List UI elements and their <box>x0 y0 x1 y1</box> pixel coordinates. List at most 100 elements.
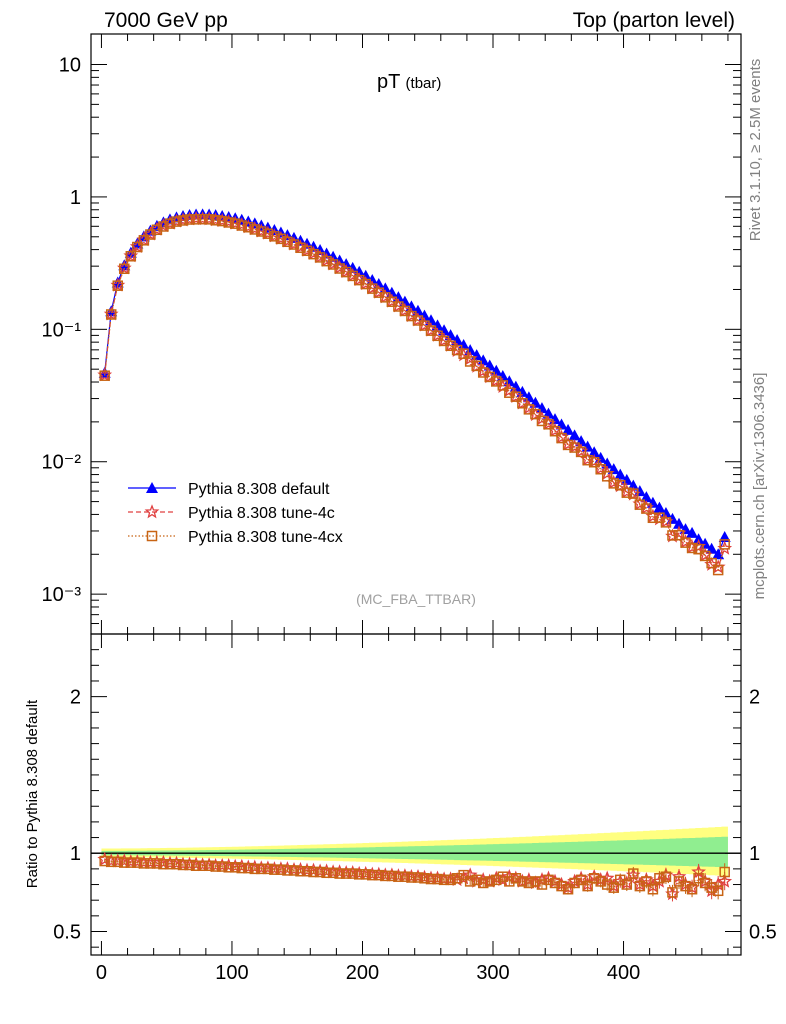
marker-square <box>706 557 717 569</box>
x-tick-label: 400 <box>607 962 640 984</box>
marker-triangle <box>653 501 666 513</box>
marker-square <box>425 873 437 885</box>
marker-square <box>256 226 267 237</box>
marker-square <box>203 214 215 225</box>
marker-square <box>171 216 182 227</box>
marker-square <box>197 860 208 871</box>
marker-square <box>471 874 482 886</box>
ratio-y-tick-label: 0.5 <box>749 922 777 944</box>
marker-square <box>223 862 234 873</box>
marker-square <box>575 874 587 886</box>
ratio-band-green <box>101 836 728 868</box>
ratio-ylabel: Ratio to Pythia 8.308 default <box>24 699 41 888</box>
marker-square <box>712 564 724 576</box>
marker-square <box>177 215 189 226</box>
marker-square <box>373 869 385 881</box>
marker-square <box>301 865 313 877</box>
x-tick-label: 0 <box>96 962 107 984</box>
marker-square <box>588 873 600 884</box>
analysis-tag: (MC_FBA_TTBAR) <box>356 591 476 607</box>
marker-square <box>158 221 169 232</box>
marker-square <box>275 864 287 875</box>
marker-square <box>340 868 352 879</box>
marker-square <box>451 344 463 356</box>
marker-square <box>575 446 587 458</box>
marker-triangle <box>686 526 699 538</box>
marker-triangle <box>620 473 633 485</box>
marker-square <box>223 217 234 228</box>
marker-square <box>458 348 469 359</box>
marker-square <box>536 415 548 427</box>
marker-square <box>184 214 195 225</box>
marker-square <box>105 309 117 320</box>
marker-star <box>144 504 160 519</box>
ratio-uncertainty-bands <box>91 826 741 876</box>
marker-square <box>562 439 574 451</box>
marker-square <box>517 398 528 409</box>
marker-square <box>308 866 319 878</box>
marker-square <box>210 215 221 226</box>
marker-square <box>321 255 332 267</box>
marker-square <box>112 856 124 868</box>
marker-square <box>406 872 417 883</box>
marker-square <box>216 215 228 227</box>
marker-square <box>549 425 561 437</box>
x-tick-label: 200 <box>346 962 379 984</box>
marker-square <box>197 213 208 225</box>
marker-square <box>347 868 358 879</box>
marker-square <box>510 391 522 402</box>
marker-square <box>608 478 619 489</box>
marker-square <box>595 464 606 475</box>
marker-square <box>582 880 593 892</box>
marker-square <box>628 868 639 879</box>
marker-square <box>321 867 332 879</box>
marker-square <box>556 880 567 892</box>
marker-square <box>216 861 228 872</box>
marker-square <box>647 512 659 524</box>
marker-square <box>145 858 156 869</box>
marker-square <box>112 280 124 291</box>
marker-square <box>190 860 202 871</box>
marker-square <box>301 245 313 257</box>
marker-square <box>386 870 398 882</box>
marker-triangle <box>438 324 451 336</box>
marker-square <box>621 879 633 890</box>
series-line <box>104 218 726 572</box>
marker-square <box>190 214 202 225</box>
marker-square <box>399 871 411 882</box>
marker-square <box>569 877 580 889</box>
marker-square <box>601 471 613 482</box>
marker-triangle <box>425 314 438 326</box>
marker-square <box>484 876 495 887</box>
marker-square <box>243 222 254 233</box>
ratio-frame <box>90 633 742 956</box>
marker-square <box>530 408 541 420</box>
marker-triangle <box>588 446 601 458</box>
marker-square <box>438 874 450 886</box>
marker-square <box>282 865 293 876</box>
marker-square <box>543 419 554 430</box>
series-2 <box>99 213 730 576</box>
marker-square <box>236 220 248 231</box>
ratio-series-2 <box>99 855 730 900</box>
marker-square <box>530 876 541 887</box>
y-tick-label: 10⁻² <box>42 452 82 474</box>
marker-square <box>380 870 391 882</box>
ratio-y-tick-label: 2 <box>70 687 81 709</box>
series-line <box>104 218 726 568</box>
marker-triangle <box>146 482 158 493</box>
marker-triangle <box>411 304 424 316</box>
marker-square <box>229 862 241 873</box>
marker-square <box>119 857 130 868</box>
marker-triangle <box>659 507 672 519</box>
marker-square <box>588 456 600 468</box>
marker-square <box>288 865 300 876</box>
y-tick-label: 1 <box>70 187 81 209</box>
y-tick-label: 10⁻¹ <box>42 319 82 341</box>
marker-square <box>628 488 639 499</box>
marker-square <box>660 871 672 882</box>
marker-square <box>327 867 339 879</box>
marker-square <box>556 432 567 444</box>
marker-square <box>471 360 482 372</box>
ratio-panel: 0.5 0.5 1 1 2 2 Ratio to Pythia 8.308 default <box>24 633 777 956</box>
